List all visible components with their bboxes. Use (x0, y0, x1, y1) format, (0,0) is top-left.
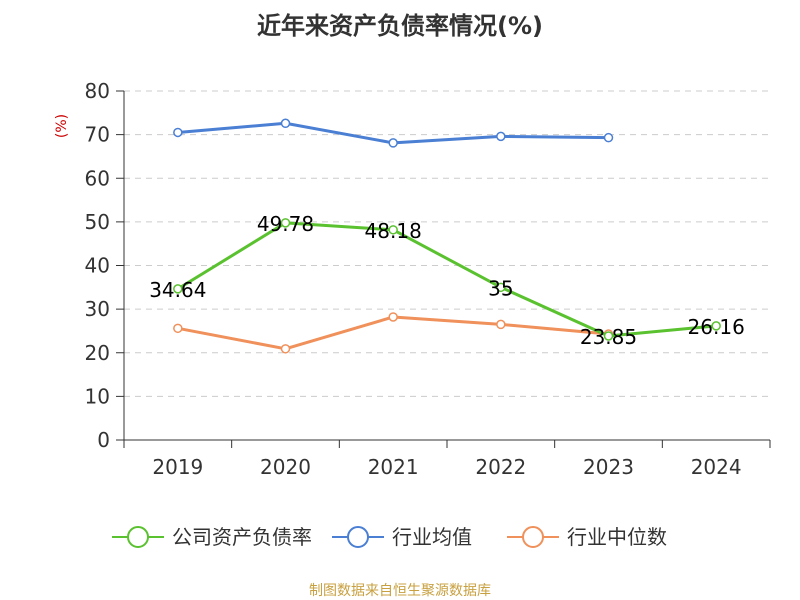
legend-item: 公司资产负债率 (112, 525, 312, 549)
legend-label: 行业中位数 (567, 525, 667, 549)
legend-item: 行业均值 (332, 525, 472, 549)
y-tick-label: 30 (85, 297, 110, 321)
y-tick-label: 0 (97, 428, 110, 452)
data-point (173, 127, 183, 138)
data-point (603, 331, 614, 341)
series-lines (173, 118, 721, 354)
data-point (603, 132, 614, 143)
data-label: 35 (488, 276, 513, 300)
y-tick-label: 70 (85, 123, 110, 147)
y-axis-unit: (%) (54, 114, 70, 138)
y-tick-label: 10 (85, 384, 110, 408)
data-label: 48.18 (365, 219, 422, 243)
data-point (280, 218, 291, 228)
data-point (173, 323, 183, 334)
chart-title: 近年来资产负债率情况(%) (257, 12, 543, 40)
x-tick-label: 2019 (152, 455, 203, 479)
legend-item: 行业中位数 (507, 525, 667, 549)
data-point (280, 344, 291, 354)
axes: 0 10 20 30 40 50 60 70 80 2019 2020 2021 2022 2023 202… (85, 79, 771, 479)
legend-swatch-marker (347, 526, 369, 548)
data-label: 23.85 (580, 325, 637, 349)
data-point (388, 138, 398, 148)
x-tick-label: 2023 (583, 455, 634, 479)
series-line (177, 221, 717, 338)
x-tick-label: 2021 (368, 455, 419, 479)
data-labels: 34.64 49.78 48.18 35 23.85 26.16 (149, 212, 745, 349)
data-point (173, 284, 183, 294)
data-point (496, 282, 506, 293)
legend-swatch-marker (127, 526, 149, 548)
legend-swatch-marker (522, 526, 544, 548)
data-point (388, 225, 398, 235)
legend-label: 公司资产负债率 (172, 525, 312, 549)
x-tick-label: 2022 (475, 455, 526, 479)
y-tick-label: 50 (85, 210, 110, 234)
source-note: 制图数据来自恒生聚源数据库 (309, 583, 491, 599)
legend: 公司资产负债率 行业均值 行业中位数 (112, 525, 667, 549)
data-label: 26.16 (688, 315, 745, 339)
legend-label: 行业均值 (392, 525, 472, 549)
data-point (496, 319, 506, 330)
x-tick-label: 2020 (260, 455, 311, 479)
data-point (711, 321, 721, 331)
data-point (496, 131, 506, 142)
data-point (280, 118, 291, 129)
data-point (388, 312, 398, 322)
data-label: 49.78 (257, 212, 314, 236)
y-tick-label: 80 (85, 79, 110, 103)
grid-lines (124, 90, 770, 397)
data-label: 34.64 (149, 278, 206, 302)
x-tick-label: 2024 (691, 455, 742, 479)
y-tick-label: 40 (85, 254, 110, 278)
series-line (177, 315, 609, 351)
y-tick-label: 20 (85, 341, 110, 365)
y-tick-label: 60 (85, 166, 110, 190)
